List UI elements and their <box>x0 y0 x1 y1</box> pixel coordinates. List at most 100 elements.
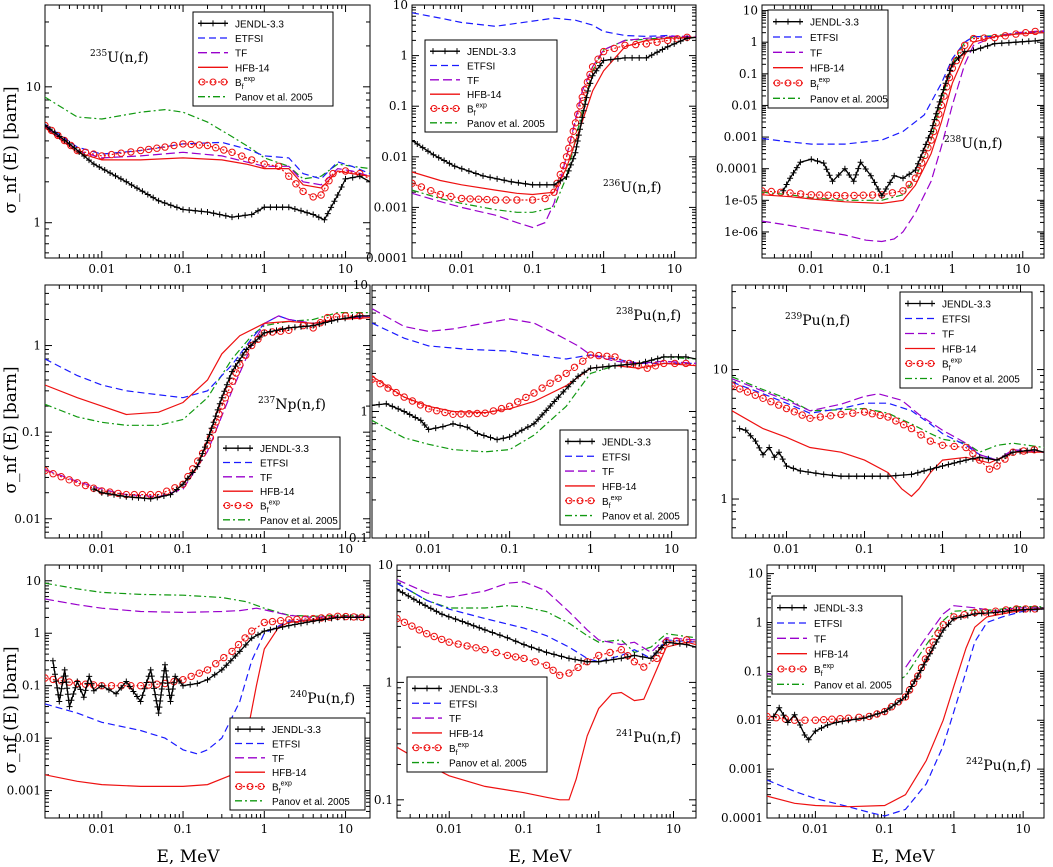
jendl-marker <box>820 160 827 167</box>
jendl-marker <box>853 473 860 480</box>
legend-marker <box>927 360 935 367</box>
bf-marker <box>427 187 435 195</box>
bf-marker <box>682 359 690 368</box>
jendl-marker <box>71 145 78 151</box>
jendl-marker <box>845 717 852 724</box>
legend-box <box>559 429 689 526</box>
jendl-marker <box>991 40 998 47</box>
y-tick-label: 10 <box>378 558 393 572</box>
legend: JENDL-3.3 ETFSI TF HFB-14 Bfexp Panov et al. … <box>899 291 1033 389</box>
jendl-marker <box>221 388 228 395</box>
series-line-jendl <box>45 124 370 221</box>
jendl-marker <box>970 47 977 54</box>
bf-marker <box>136 682 145 690</box>
jendl-marker <box>480 172 486 179</box>
jendl-marker <box>551 181 557 188</box>
jendl-marker <box>202 444 208 451</box>
jendl-marker <box>622 54 628 61</box>
jendl-marker <box>98 682 105 689</box>
bf-marker <box>610 44 618 53</box>
legend-label-jendl: JENDL-3.3 <box>810 18 859 29</box>
jendl-marker <box>501 177 508 184</box>
bf-marker <box>767 712 771 721</box>
y-tick-label: 1e-06 <box>724 225 758 239</box>
bf-marker <box>49 470 57 478</box>
jendl-marker <box>950 615 957 622</box>
series-line-jendl <box>372 356 696 441</box>
jendl-marker <box>180 682 186 689</box>
legend-marker <box>198 20 204 27</box>
bf-marker <box>554 374 562 382</box>
bf-marker <box>801 716 809 724</box>
jendl-marker <box>942 80 949 87</box>
series-group <box>732 376 1044 498</box>
jendl-marker <box>766 444 773 451</box>
bf-marker <box>868 191 877 199</box>
y-tick-label: 10 <box>393 0 408 12</box>
legend-marker <box>917 300 923 307</box>
jendl-marker <box>342 315 349 322</box>
panel-label: 238U(n,f) <box>944 135 1003 152</box>
bf-marker <box>489 407 498 415</box>
series-line-tf <box>397 579 696 654</box>
jendl-marker <box>406 411 413 418</box>
jendl-marker <box>439 423 446 430</box>
y-tick-label: 1 <box>750 35 758 49</box>
legend-marker <box>442 48 448 55</box>
jendl-marker <box>558 653 565 660</box>
bf-marker <box>798 411 806 419</box>
jendl-marker <box>395 405 402 412</box>
jendl-marker <box>159 679 166 686</box>
jendl-marker <box>648 357 655 364</box>
jendl-marker <box>422 602 429 609</box>
legend-marker <box>773 18 779 25</box>
y-tick-label: 0.0001 <box>721 811 763 825</box>
bf-marker <box>617 646 625 654</box>
jendl-marker <box>113 690 120 697</box>
jendl-marker <box>204 437 211 444</box>
series-line-tf <box>45 598 370 619</box>
jendl-marker <box>589 72 596 79</box>
bf-marker <box>514 398 522 406</box>
series-line-hfb <box>45 317 370 416</box>
jendl-marker <box>316 617 323 624</box>
jendl-marker <box>206 431 213 438</box>
bf-marker <box>260 160 268 168</box>
bf-marker <box>550 188 558 196</box>
bf-marker <box>574 663 582 672</box>
jendl-marker <box>105 686 112 693</box>
jendl-marker <box>328 615 335 622</box>
bf-marker <box>309 193 317 201</box>
jendl-marker <box>480 432 487 439</box>
jendl-marker <box>162 661 168 668</box>
legend-label-bf: Bfexp <box>942 358 962 373</box>
jendl-marker <box>578 120 585 127</box>
bf-marker <box>640 663 648 671</box>
bf-marker <box>528 196 537 204</box>
y-tick-label: 10 <box>26 80 41 94</box>
jendl-marker <box>164 680 171 687</box>
bf-marker <box>751 391 759 399</box>
y-tick-label: 1 <box>33 216 41 230</box>
legend-marker <box>223 502 231 509</box>
series-line-hfb <box>397 641 696 801</box>
series-line-bf <box>45 315 370 496</box>
legend-label-hfb: HFB-14 <box>260 487 295 498</box>
jendl-marker <box>886 705 893 711</box>
legend-marker <box>441 105 449 112</box>
jendl-marker <box>977 45 984 52</box>
jendl-marker <box>862 166 869 172</box>
series-group <box>767 605 1044 817</box>
x-tick-label: 1 <box>260 262 268 276</box>
jendl-marker <box>52 671 58 678</box>
bf-marker <box>969 34 978 43</box>
legend-label-bf: Bfexp <box>449 742 469 757</box>
x-tick-label: 0.01 <box>773 542 800 556</box>
jendl-marker <box>291 324 298 331</box>
jendl-marker <box>430 151 437 158</box>
x-tick-label: 0.01 <box>415 542 442 556</box>
panel-label: 235U(n,f) <box>90 49 149 66</box>
legend-marker <box>436 685 442 692</box>
legend-label-tf: TF <box>942 330 954 341</box>
jendl-marker <box>214 406 221 413</box>
